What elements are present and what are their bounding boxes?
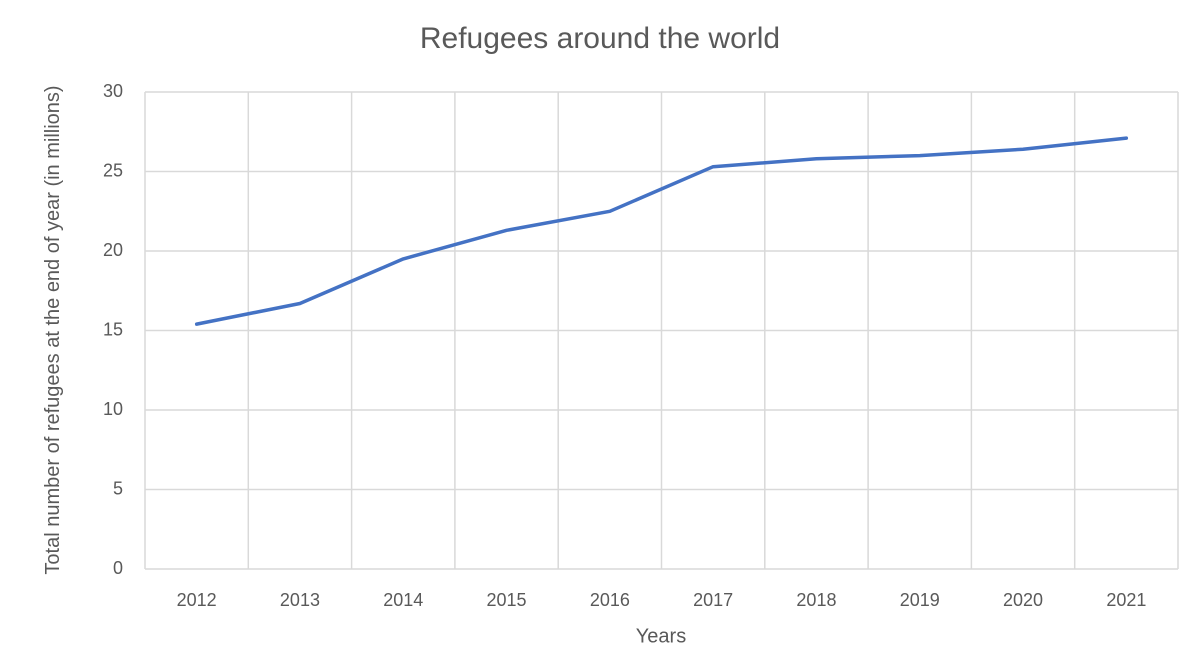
x-tick-label: 2021 <box>1106 590 1146 610</box>
x-tick-label: 2012 <box>177 590 217 610</box>
y-tick-label: 25 <box>103 160 123 180</box>
data-line <box>194 136 1129 326</box>
x-tick-label: 2013 <box>280 590 320 610</box>
x-tick-label: 2020 <box>1003 590 1043 610</box>
x-tick-label: 2015 <box>487 590 527 610</box>
y-tick-label: 15 <box>103 319 123 339</box>
x-tick-label: 2014 <box>383 590 423 610</box>
x-axis-title: Years <box>636 625 686 647</box>
x-tick-label: 2018 <box>796 590 836 610</box>
x-tick-label: 2019 <box>900 590 940 610</box>
y-tick-label: 10 <box>103 399 123 419</box>
y-tick-label: 30 <box>103 81 123 101</box>
y-tick-label: 5 <box>113 478 123 498</box>
y-axis-title: Total number of refugees at the end of y… <box>42 85 64 575</box>
x-tick-label: 2017 <box>693 590 733 610</box>
y-tick-label: 20 <box>103 240 123 260</box>
y-tick-label: 0 <box>113 558 123 578</box>
x-tick-label: 2016 <box>590 590 630 610</box>
chart-title: Refugees around the world <box>420 22 780 55</box>
